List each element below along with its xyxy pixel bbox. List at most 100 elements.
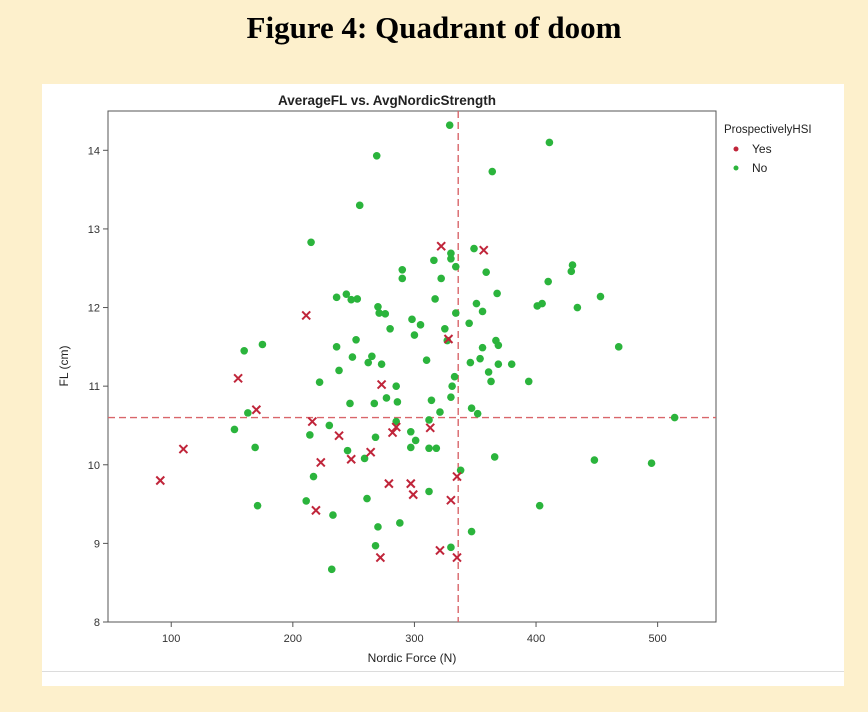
point-no (488, 167, 497, 176)
point-no (470, 244, 478, 253)
point-yes (436, 241, 446, 251)
x-tick-label: 200 (284, 633, 302, 645)
point-no (465, 319, 473, 328)
point-no (309, 472, 318, 481)
figure-title: Figure 4: Quadrant of doom (246, 10, 622, 45)
point-no (448, 382, 456, 390)
point-yes (435, 545, 445, 556)
point-no (494, 360, 503, 368)
point-no (484, 368, 493, 376)
point-no (524, 377, 533, 386)
point-no (258, 340, 267, 349)
x-tick-label: 400 (527, 633, 545, 645)
point-no (410, 331, 419, 339)
point-no (342, 290, 351, 298)
point-no (332, 293, 341, 302)
point-yes (233, 373, 243, 383)
point-no (327, 565, 336, 574)
point-yes (301, 310, 311, 321)
y-tick-label: 11 (89, 381, 100, 393)
point-no (447, 249, 455, 258)
point-no (472, 299, 481, 308)
point-no (456, 466, 465, 475)
chart-panel (42, 84, 844, 686)
point-no (371, 433, 380, 442)
point-no (398, 274, 407, 283)
point-no (466, 358, 475, 367)
point-no (478, 307, 487, 316)
point-yes (376, 379, 387, 390)
point-no (306, 431, 314, 439)
point-no (447, 543, 455, 552)
point-yes (346, 454, 356, 464)
point-yes (375, 552, 386, 563)
point-no (396, 519, 404, 527)
legend-label: No (752, 161, 768, 175)
point-no (493, 289, 501, 298)
point-no (425, 416, 433, 424)
legend-marker (733, 146, 739, 152)
point-no (647, 459, 656, 467)
y-tick-label: 14 (88, 145, 100, 157)
point-no (352, 335, 360, 344)
point-no (544, 277, 552, 286)
point-yes (425, 423, 435, 433)
point-no (307, 238, 315, 247)
point-no (368, 352, 376, 361)
chart-title: AverageFL vs. AvgNordicStrength (278, 93, 496, 108)
point-no (427, 396, 436, 405)
point-yes (446, 495, 456, 505)
point-no (487, 377, 495, 386)
point-no (375, 309, 383, 317)
point-no (436, 408, 444, 416)
point-no (355, 201, 364, 210)
point-no (253, 501, 262, 510)
legend-label: Yes (752, 142, 772, 156)
point-no (392, 382, 400, 390)
point-no (406, 443, 415, 452)
point-yes (387, 427, 398, 438)
point-yes (316, 457, 326, 468)
point-no (353, 295, 362, 303)
point-yes (452, 552, 462, 563)
point-no (441, 324, 449, 333)
point-no (370, 399, 379, 408)
point-no (416, 321, 425, 329)
point-no (432, 444, 441, 453)
point-no (240, 346, 248, 355)
y-tick-label: 10 (88, 460, 100, 472)
point-no (476, 354, 484, 363)
point-no (451, 262, 460, 271)
point-no (482, 268, 490, 276)
point-no (408, 315, 416, 324)
point-no (590, 456, 599, 464)
point-no (573, 303, 582, 312)
legend-title: ProspectivelyHSI (724, 124, 812, 136)
point-no (360, 454, 369, 463)
point-yes (479, 245, 489, 255)
point-yes (251, 405, 262, 415)
point-no (374, 302, 382, 311)
point-yes (155, 475, 165, 486)
point-no (363, 494, 371, 503)
point-no (490, 453, 499, 461)
point-no (507, 360, 516, 368)
legend-marker (733, 165, 739, 171)
point-no (302, 497, 311, 505)
point-yes (307, 416, 317, 427)
point-no (538, 299, 546, 308)
point-no (467, 527, 476, 536)
point-no (568, 261, 577, 269)
y-tick-label: 12 (88, 303, 100, 315)
point-no (347, 295, 356, 304)
y-axis-label: FL (cm) (57, 346, 71, 387)
legend: ProspectivelyHSI Yes No (724, 124, 812, 175)
point-no (467, 404, 476, 412)
point-no (545, 138, 554, 147)
point-no (422, 356, 431, 365)
point-yes (311, 505, 321, 516)
point-no (447, 254, 455, 263)
point-no (425, 487, 433, 496)
point-no (447, 393, 455, 401)
point-no (425, 444, 433, 453)
